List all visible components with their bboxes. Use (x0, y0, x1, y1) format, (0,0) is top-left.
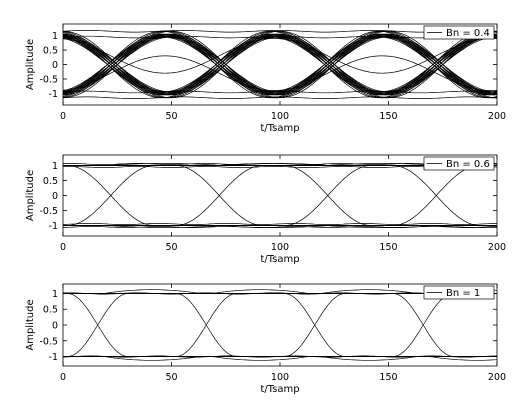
x-axis-label: t/Tsamp (260, 254, 299, 265)
x-tick-label: 0 (60, 242, 66, 253)
eye-trace (63, 165, 497, 226)
y-axis-label: Amplitude (25, 39, 36, 90)
eye-trace (63, 165, 497, 226)
eye-trace (63, 293, 497, 357)
eye-trace (63, 35, 497, 94)
eye-traces (63, 163, 497, 228)
eye-trace (63, 165, 497, 226)
y-tick-label: -1 (49, 221, 58, 232)
eye-trace (63, 30, 497, 99)
x-tick-label: 50 (165, 372, 177, 383)
eye-trace (63, 38, 497, 74)
y-tick-label: 0.5 (43, 46, 58, 57)
legend-label: Bn = 0.4 (446, 28, 490, 39)
y-tick-label: -0.5 (39, 336, 58, 347)
y-tick-label: 1 (52, 289, 58, 300)
eye-trace (63, 293, 497, 357)
y-tick-label: 0.5 (43, 305, 58, 316)
eye-trace (63, 35, 497, 94)
x-axis-label: t/Tsamp (260, 384, 299, 395)
eye-trace (63, 356, 497, 361)
eye-trace (63, 223, 497, 225)
subplot-2: 0 50 100 150 200 -1 -0.5 0 0.5 1 t/Tsamp Amplitude B… (25, 154, 506, 265)
eye-trace (63, 293, 497, 357)
eye-trace (63, 165, 497, 226)
x-tick-label: 100 (271, 372, 289, 383)
y-tick-label: 0 (52, 60, 58, 71)
y-tick-label: 0 (52, 191, 58, 202)
y-tick-label: 0 (52, 321, 58, 332)
subplot-3: 0 50 100 150 200 -1 -0.5 0 0.5 1 t/Tsamp Amplitude B… (25, 283, 506, 395)
y-axis-label: Amplitude (25, 299, 36, 350)
legend-label: Bn = 1 (446, 288, 480, 299)
x-tick-label: 200 (488, 372, 506, 383)
eye-trace (63, 165, 497, 226)
x-tick-label: 0 (60, 111, 66, 122)
x-tick-label: 100 (271, 111, 289, 122)
x-tick-label: 50 (165, 242, 177, 253)
y-tick-label: -0.5 (39, 206, 58, 217)
eye-trace (63, 225, 497, 228)
subplot-1: 0 50 100 150 200 -1 -0.5 0 0.5 1 t/Tsamp Amplitude B… (25, 23, 506, 134)
x-tick-label: 150 (379, 242, 397, 253)
eye-trace (63, 35, 497, 94)
eye-trace (63, 33, 497, 96)
x-tick-label: 0 (60, 372, 66, 383)
y-tick-label: -1 (49, 352, 58, 363)
legend-label: Bn = 0.6 (446, 159, 490, 170)
legend-box (423, 156, 495, 171)
x-axis-label: t/Tsamp (260, 123, 299, 134)
eye-trace (63, 293, 497, 357)
eye-trace (63, 293, 497, 357)
x-tick-label: 150 (379, 372, 397, 383)
eye-trace (63, 165, 497, 226)
eye-trace (63, 33, 497, 96)
eye-trace (63, 293, 497, 357)
y-axis-label: Amplitude (25, 170, 36, 221)
x-tick-label: 50 (165, 111, 177, 122)
x-tick-label: 100 (271, 242, 289, 253)
y-tick-label: 1 (52, 161, 58, 172)
legend-box (423, 285, 495, 300)
eye-trace (63, 30, 497, 99)
eye-trace (63, 30, 497, 99)
eye-trace (63, 35, 497, 94)
eye-trace (63, 90, 497, 94)
legend-box (423, 25, 495, 40)
eye-trace (63, 293, 497, 357)
x-tick-label: 150 (379, 111, 397, 122)
x-tick-label: 200 (488, 242, 506, 253)
y-tick-label: -0.5 (39, 74, 58, 85)
eye-traces (63, 289, 497, 361)
y-tick-label: 0.5 (43, 176, 58, 187)
eye-trace (63, 293, 497, 357)
x-tick-label: 200 (488, 111, 506, 122)
y-tick-label: 1 (52, 31, 58, 42)
y-tick-label: -1 (49, 89, 58, 100)
eye-trace (63, 96, 497, 99)
eye-trace (63, 35, 497, 94)
eye-traces (63, 30, 497, 99)
eye-trace (63, 55, 497, 91)
eye-trace (63, 165, 497, 226)
eye-trace (63, 165, 497, 226)
